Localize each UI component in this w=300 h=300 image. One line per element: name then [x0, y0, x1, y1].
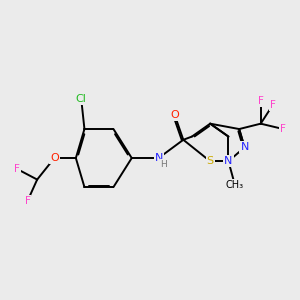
Text: F: F	[25, 196, 30, 206]
Text: H: H	[160, 160, 167, 169]
Text: O: O	[170, 110, 179, 120]
Text: N: N	[224, 156, 232, 166]
Text: CH₃: CH₃	[226, 180, 244, 190]
Text: F: F	[14, 164, 20, 174]
Text: Cl: Cl	[76, 94, 87, 104]
Text: N: N	[154, 153, 163, 163]
Text: O: O	[50, 153, 59, 163]
Text: N: N	[240, 142, 249, 152]
Text: F: F	[258, 96, 264, 106]
Text: F: F	[280, 124, 286, 134]
Text: F: F	[270, 100, 275, 110]
Text: S: S	[207, 156, 214, 166]
